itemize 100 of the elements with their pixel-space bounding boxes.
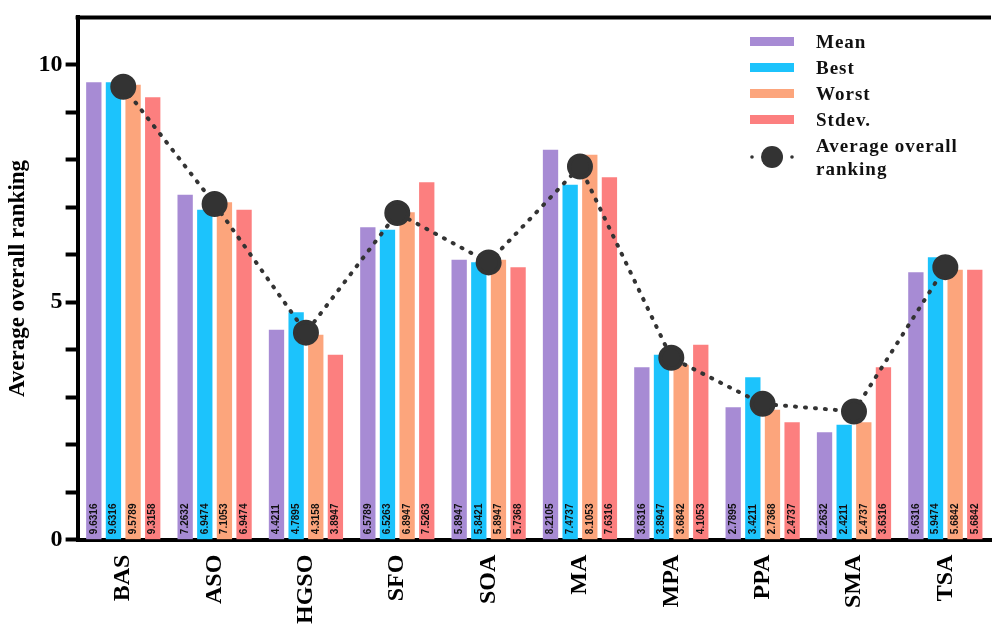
bar <box>236 209 252 540</box>
bar <box>582 154 598 540</box>
bar <box>419 182 435 540</box>
data-label: 4.3158 <box>309 503 321 535</box>
legend-label: Best <box>816 56 855 79</box>
data-label: 2.7895 <box>726 503 738 535</box>
point <box>749 390 776 417</box>
data-label: 3.8947 <box>329 503 341 535</box>
x-tick-label: BAS <box>108 554 135 602</box>
bar <box>197 209 213 540</box>
bar <box>86 82 102 540</box>
data-label: 2.4737 <box>785 503 797 535</box>
x-tick-label: MPA <box>656 553 683 608</box>
data-label: 3.4211 <box>746 503 758 535</box>
data-label: 3.6842 <box>674 503 686 535</box>
bar <box>105 82 122 540</box>
data-label: 4.7895 <box>289 503 301 535</box>
bar <box>288 312 304 540</box>
bar <box>784 422 800 540</box>
bar <box>673 364 689 540</box>
bar <box>145 97 161 540</box>
data-label: 6.9474 <box>198 503 210 535</box>
data-label: 7.6316 <box>603 503 615 535</box>
point <box>384 200 411 227</box>
data-label: 8.1053 <box>583 503 595 535</box>
bar <box>490 259 507 540</box>
bar <box>634 367 650 540</box>
y-tick-label: 10 <box>38 50 63 77</box>
data-label: 3.6316 <box>635 503 647 535</box>
data-label: 5.6842 <box>948 503 960 535</box>
data-label: 2.4737 <box>857 503 869 535</box>
bar <box>542 149 559 540</box>
data-label: 7.1053 <box>218 503 230 535</box>
legend-label: Average overall ranking <box>816 134 959 180</box>
data-label: 6.9474 <box>237 503 249 535</box>
data-label: 3.6316 <box>877 503 889 535</box>
bar <box>510 267 526 540</box>
point <box>658 344 685 371</box>
bar <box>268 329 285 540</box>
legend-label: Mean <box>816 30 867 53</box>
data-label: 5.8421 <box>472 503 484 535</box>
legend-label: Stdev. <box>816 108 872 131</box>
bar <box>327 354 344 540</box>
data-label: 8.2105 <box>544 503 556 535</box>
bar <box>379 229 396 540</box>
data-label: 4.1053 <box>694 503 706 535</box>
data-label: 7.5263 <box>420 503 432 535</box>
data-label: 6.8947 <box>400 503 412 535</box>
y-axis-title: Average overall ranking <box>3 159 29 398</box>
point <box>840 398 867 425</box>
bar <box>451 259 467 540</box>
bar <box>216 202 233 540</box>
data-label: 9.5789 <box>126 503 138 535</box>
data-label: 5.6842 <box>968 503 980 535</box>
point <box>475 249 502 276</box>
data-label: 5.8947 <box>452 503 464 535</box>
data-label: 9.3158 <box>146 503 158 535</box>
data-label: 5.6316 <box>909 503 921 535</box>
data-label: 9.6316 <box>107 503 119 535</box>
data-label: 4.4211 <box>270 503 282 535</box>
point <box>932 254 959 281</box>
bar <box>471 262 487 540</box>
x-tick-label: SFO <box>382 554 409 602</box>
data-label: 5.9474 <box>929 503 941 535</box>
x-tick-label: ASO <box>199 554 226 605</box>
point <box>201 190 228 217</box>
x-tick-label: SOA <box>473 553 500 605</box>
point <box>110 73 137 100</box>
bar <box>947 269 963 540</box>
data-label: 6.5789 <box>361 503 373 535</box>
bar <box>967 269 983 540</box>
y-tick-label: 5 <box>50 287 63 314</box>
data-label: 3.8947 <box>655 503 667 535</box>
data-label: 7.4737 <box>563 503 575 535</box>
data-label: 7.2632 <box>178 503 190 535</box>
point <box>566 153 593 180</box>
x-tick-label: HGSO <box>291 554 318 625</box>
bar <box>360 227 376 540</box>
x-tick-label: TSA <box>930 553 957 602</box>
bar <box>177 194 193 540</box>
bar <box>693 344 709 540</box>
data-label: 9.6316 <box>87 503 99 535</box>
bar <box>875 367 892 540</box>
legend-label: Worst <box>816 82 871 105</box>
bar <box>562 184 578 540</box>
data-label: 2.4211 <box>837 503 849 535</box>
data-label: 2.2632 <box>818 503 830 535</box>
data-label: 5.7368 <box>511 503 523 535</box>
data-label: 2.7368 <box>766 503 778 535</box>
x-tick-label: MA <box>565 553 592 595</box>
bar <box>125 84 141 540</box>
x-tick-label: PPA <box>747 553 774 600</box>
x-tick-label: SMA <box>839 553 866 608</box>
point <box>292 319 319 346</box>
bar <box>601 177 618 540</box>
data-label: 5.8947 <box>492 503 504 535</box>
bar <box>399 212 415 540</box>
y-tick-label: 0 <box>50 524 63 551</box>
data-label: 6.5263 <box>381 503 393 535</box>
bar <box>908 272 924 540</box>
